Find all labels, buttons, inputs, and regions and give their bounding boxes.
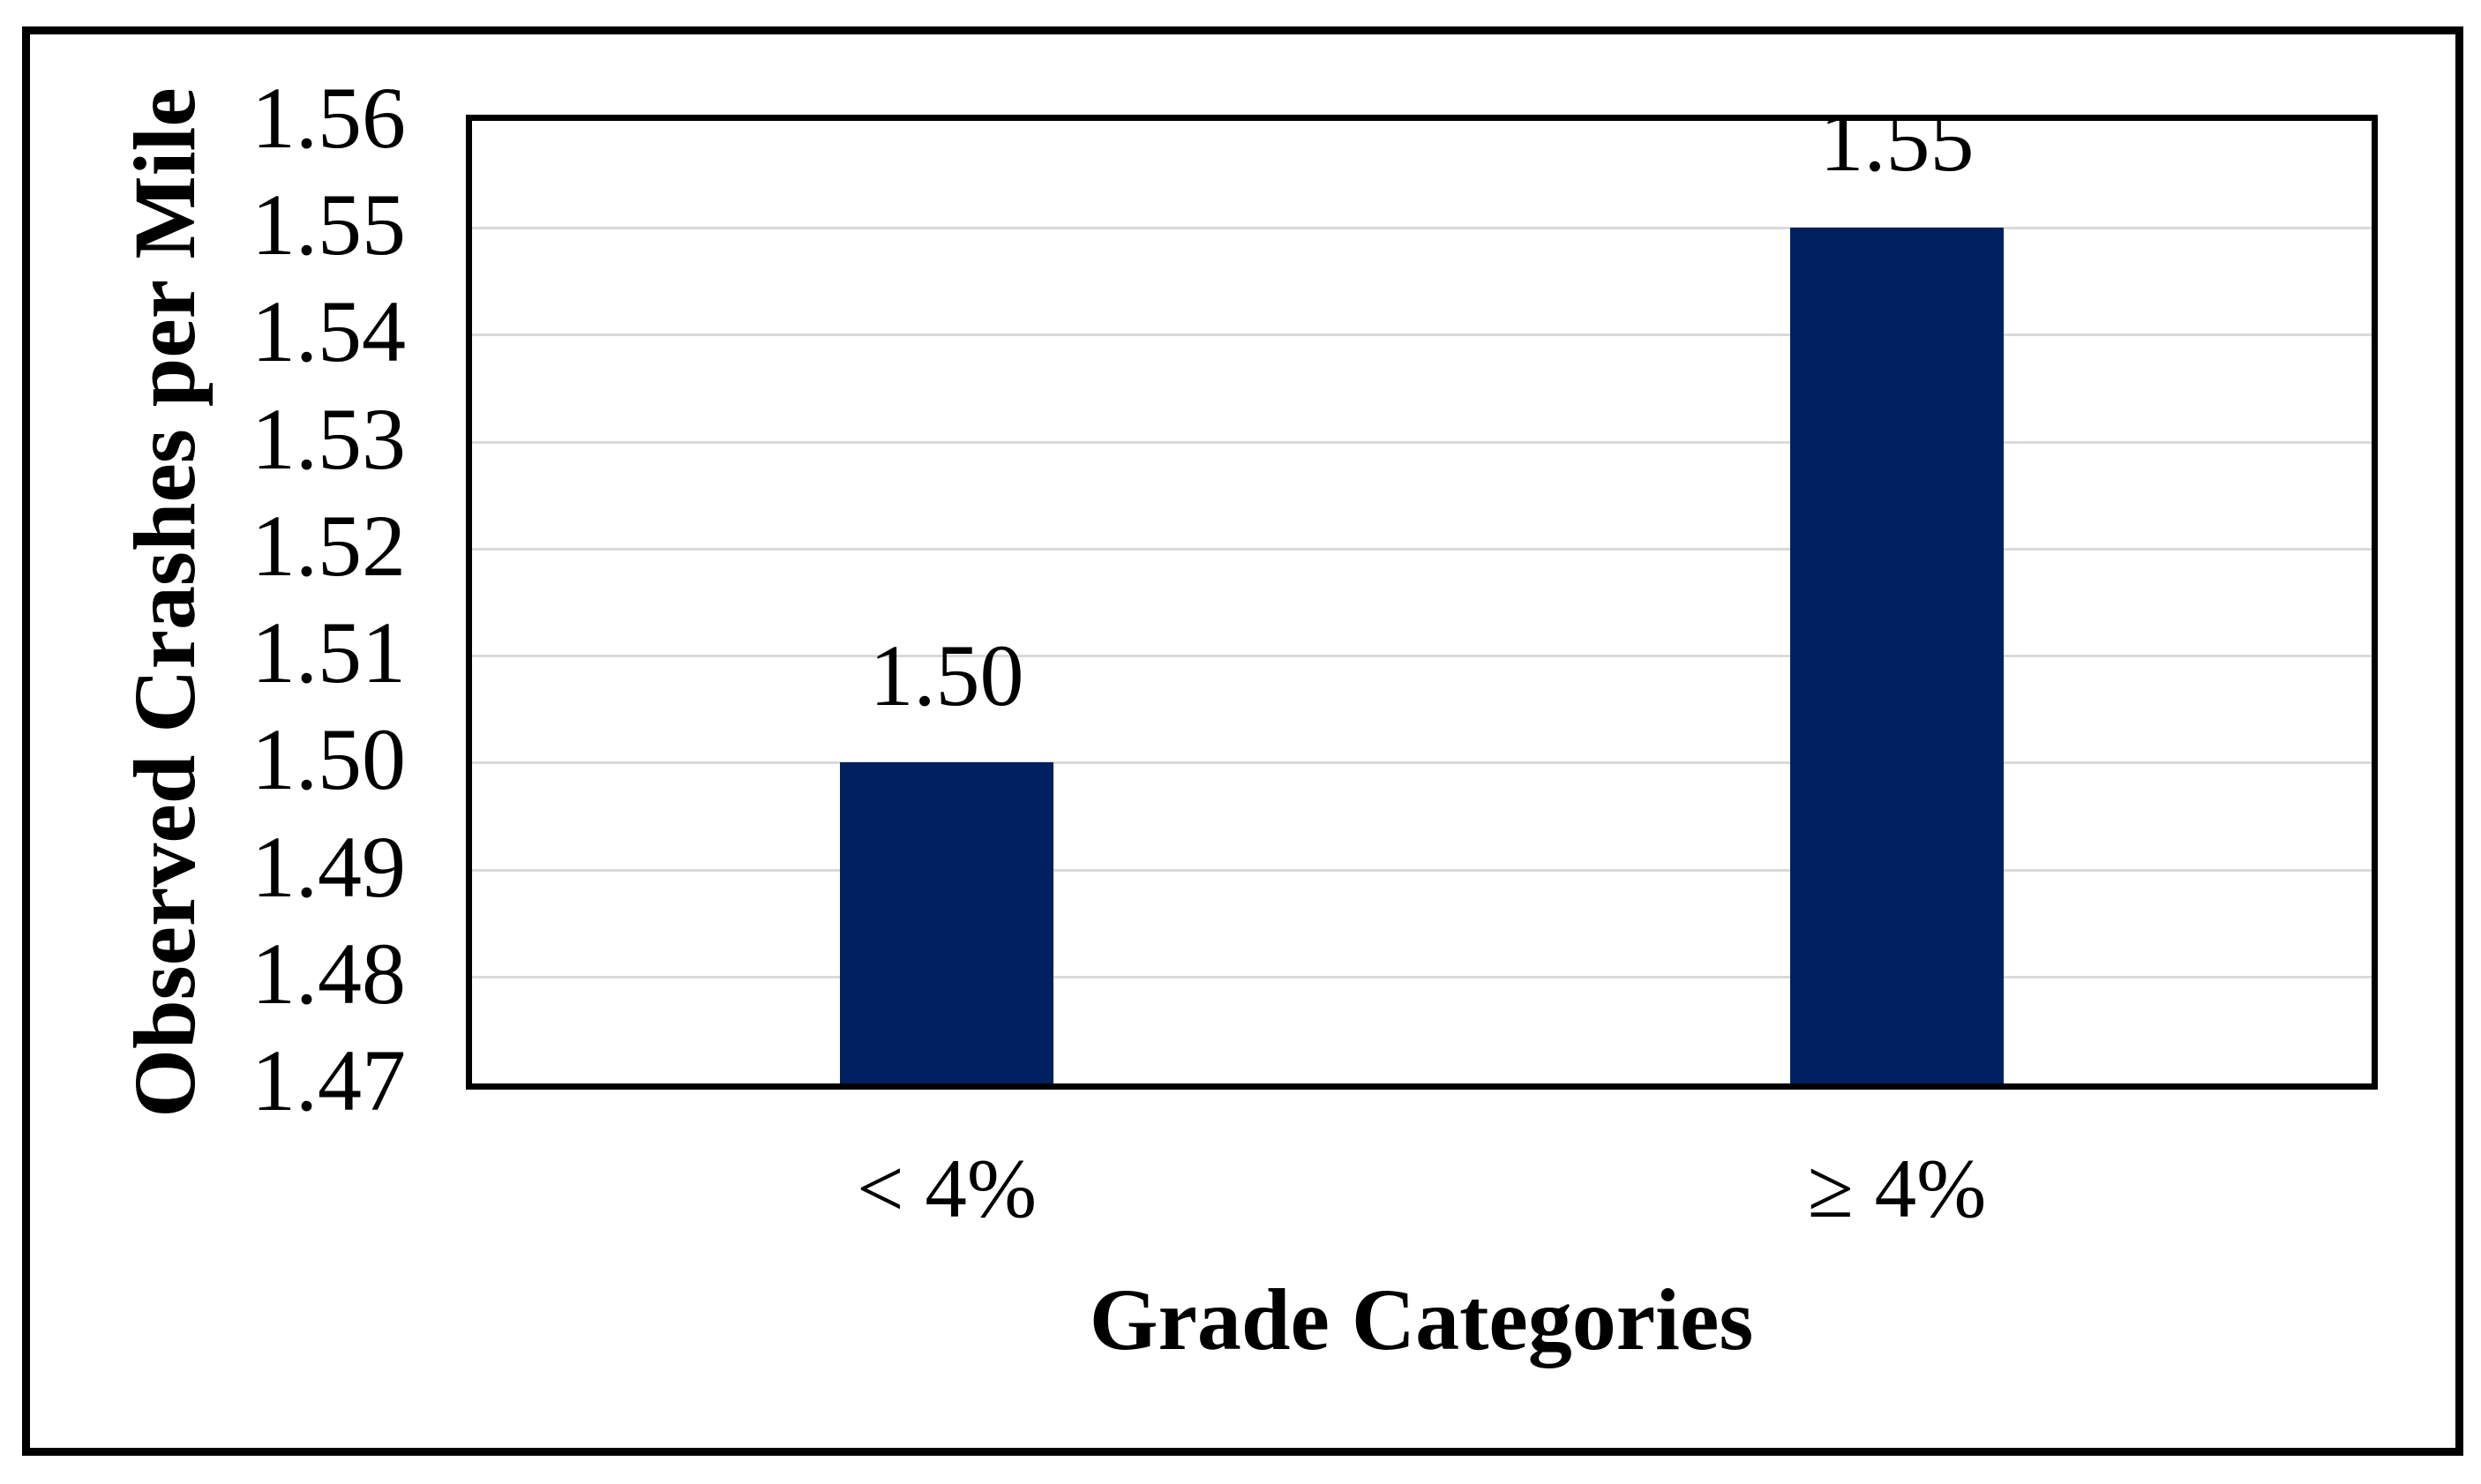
gridline [472,548,2372,551]
y-tick-label: 1.51 [251,603,406,701]
bar-1 [840,762,1053,1083]
y-tick-label: 1.54 [251,282,406,380]
gridline [472,334,2372,336]
x-axis-title: Grade Categories [1089,1270,1754,1368]
x-category-label: ≥ 4% [1807,1142,1987,1235]
bar-value-label: 1.50 [869,626,1024,724]
y-tick-label: 1.53 [251,390,406,488]
y-tick-label: 1.47 [251,1031,406,1129]
gridline [472,655,2372,657]
y-tick-label: 1.56 [251,69,406,167]
y-tick-label: 1.52 [251,497,406,595]
plot-area: 1.50 1.55 [466,115,2378,1090]
y-tick-label: 1.49 [251,818,406,916]
y-tick-label: 1.48 [251,925,406,1023]
x-category-label: < 4% [857,1142,1037,1235]
gridline [472,227,2372,229]
gridline [472,869,2372,872]
y-tick-label: 1.55 [251,176,406,274]
gridline [472,441,2372,444]
y-tick-label: 1.50 [251,710,406,808]
gridline [472,761,2372,764]
bar-value-label: 1.55 [1819,115,1975,190]
y-axis-title: Observed Crashes per Mile [116,87,214,1118]
bar-2 [1790,228,2004,1083]
gridline [472,976,2372,978]
